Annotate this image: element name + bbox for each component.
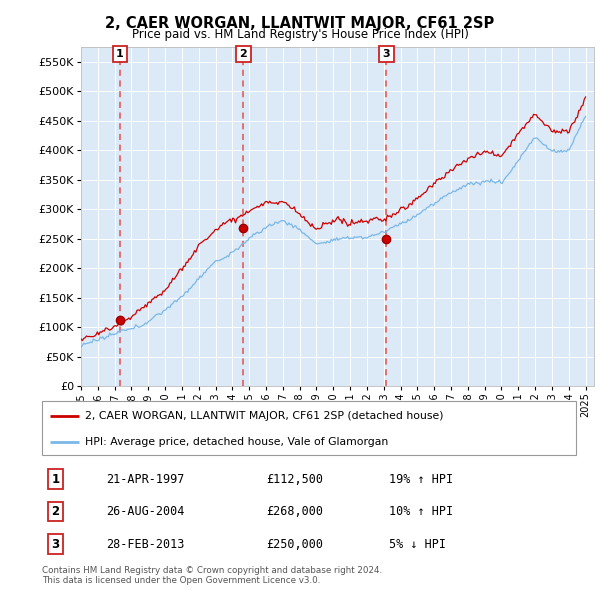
Text: 3: 3 <box>383 49 390 59</box>
Text: 28-FEB-2013: 28-FEB-2013 <box>106 537 184 550</box>
Text: £250,000: £250,000 <box>266 537 323 550</box>
Text: 1: 1 <box>51 473 59 486</box>
Text: 10% ↑ HPI: 10% ↑ HPI <box>389 505 453 518</box>
Text: 2, CAER WORGAN, LLANTWIT MAJOR, CF61 2SP: 2, CAER WORGAN, LLANTWIT MAJOR, CF61 2SP <box>106 16 494 31</box>
Text: 2, CAER WORGAN, LLANTWIT MAJOR, CF61 2SP (detached house): 2, CAER WORGAN, LLANTWIT MAJOR, CF61 2SP… <box>85 411 443 421</box>
Text: Price paid vs. HM Land Registry's House Price Index (HPI): Price paid vs. HM Land Registry's House … <box>131 28 469 41</box>
Text: 5% ↓ HPI: 5% ↓ HPI <box>389 537 446 550</box>
Text: 2: 2 <box>51 505 59 518</box>
Text: 19% ↑ HPI: 19% ↑ HPI <box>389 473 453 486</box>
Text: HPI: Average price, detached house, Vale of Glamorgan: HPI: Average price, detached house, Vale… <box>85 437 388 447</box>
FancyBboxPatch shape <box>42 401 576 455</box>
Text: Contains HM Land Registry data © Crown copyright and database right 2024.
This d: Contains HM Land Registry data © Crown c… <box>42 566 382 585</box>
Text: 26-AUG-2004: 26-AUG-2004 <box>106 505 184 518</box>
Text: 21-APR-1997: 21-APR-1997 <box>106 473 184 486</box>
Text: £268,000: £268,000 <box>266 505 323 518</box>
Text: 1: 1 <box>116 49 124 59</box>
Text: 2: 2 <box>239 49 247 59</box>
Text: 3: 3 <box>51 537 59 550</box>
Text: £112,500: £112,500 <box>266 473 323 486</box>
